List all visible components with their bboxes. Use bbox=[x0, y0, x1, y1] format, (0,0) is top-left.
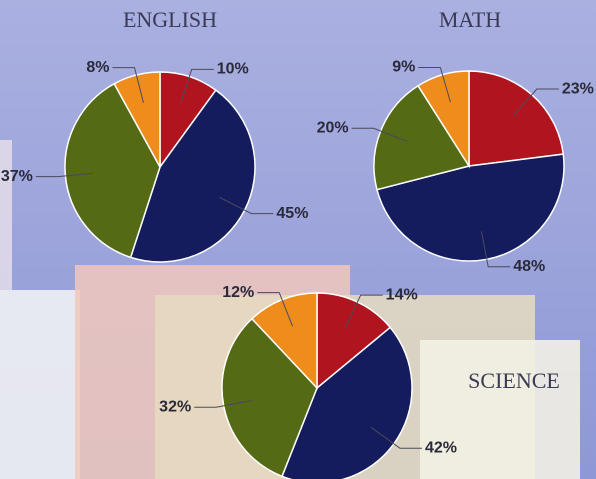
data-label: 37% bbox=[1, 168, 33, 185]
data-label: 45% bbox=[276, 205, 308, 222]
decor bbox=[0, 140, 12, 290]
decor bbox=[0, 290, 80, 479]
data-label: 20% bbox=[317, 119, 349, 136]
data-label: 14% bbox=[386, 286, 418, 303]
chart-title: SCIENCE bbox=[468, 368, 560, 393]
data-label: 48% bbox=[513, 258, 545, 275]
chart: ENGLISH 10% 45% 37% 8% MATH 23% 48% 20% 9% SCIENCE… bbox=[0, 0, 596, 479]
data-label: 32% bbox=[159, 398, 191, 415]
data-label: 12% bbox=[222, 284, 254, 301]
decor bbox=[420, 340, 580, 479]
chart-title: ENGLISH bbox=[123, 7, 217, 32]
data-label: 10% bbox=[217, 61, 249, 78]
page: {"chart_data": [ {"type": "pie", "title"… bbox=[0, 0, 596, 479]
data-label: 42% bbox=[425, 440, 457, 457]
data-label: 23% bbox=[562, 80, 594, 97]
chart-title: MATH bbox=[439, 7, 501, 32]
data-label: 8% bbox=[86, 59, 109, 76]
data-label: 9% bbox=[392, 59, 415, 76]
